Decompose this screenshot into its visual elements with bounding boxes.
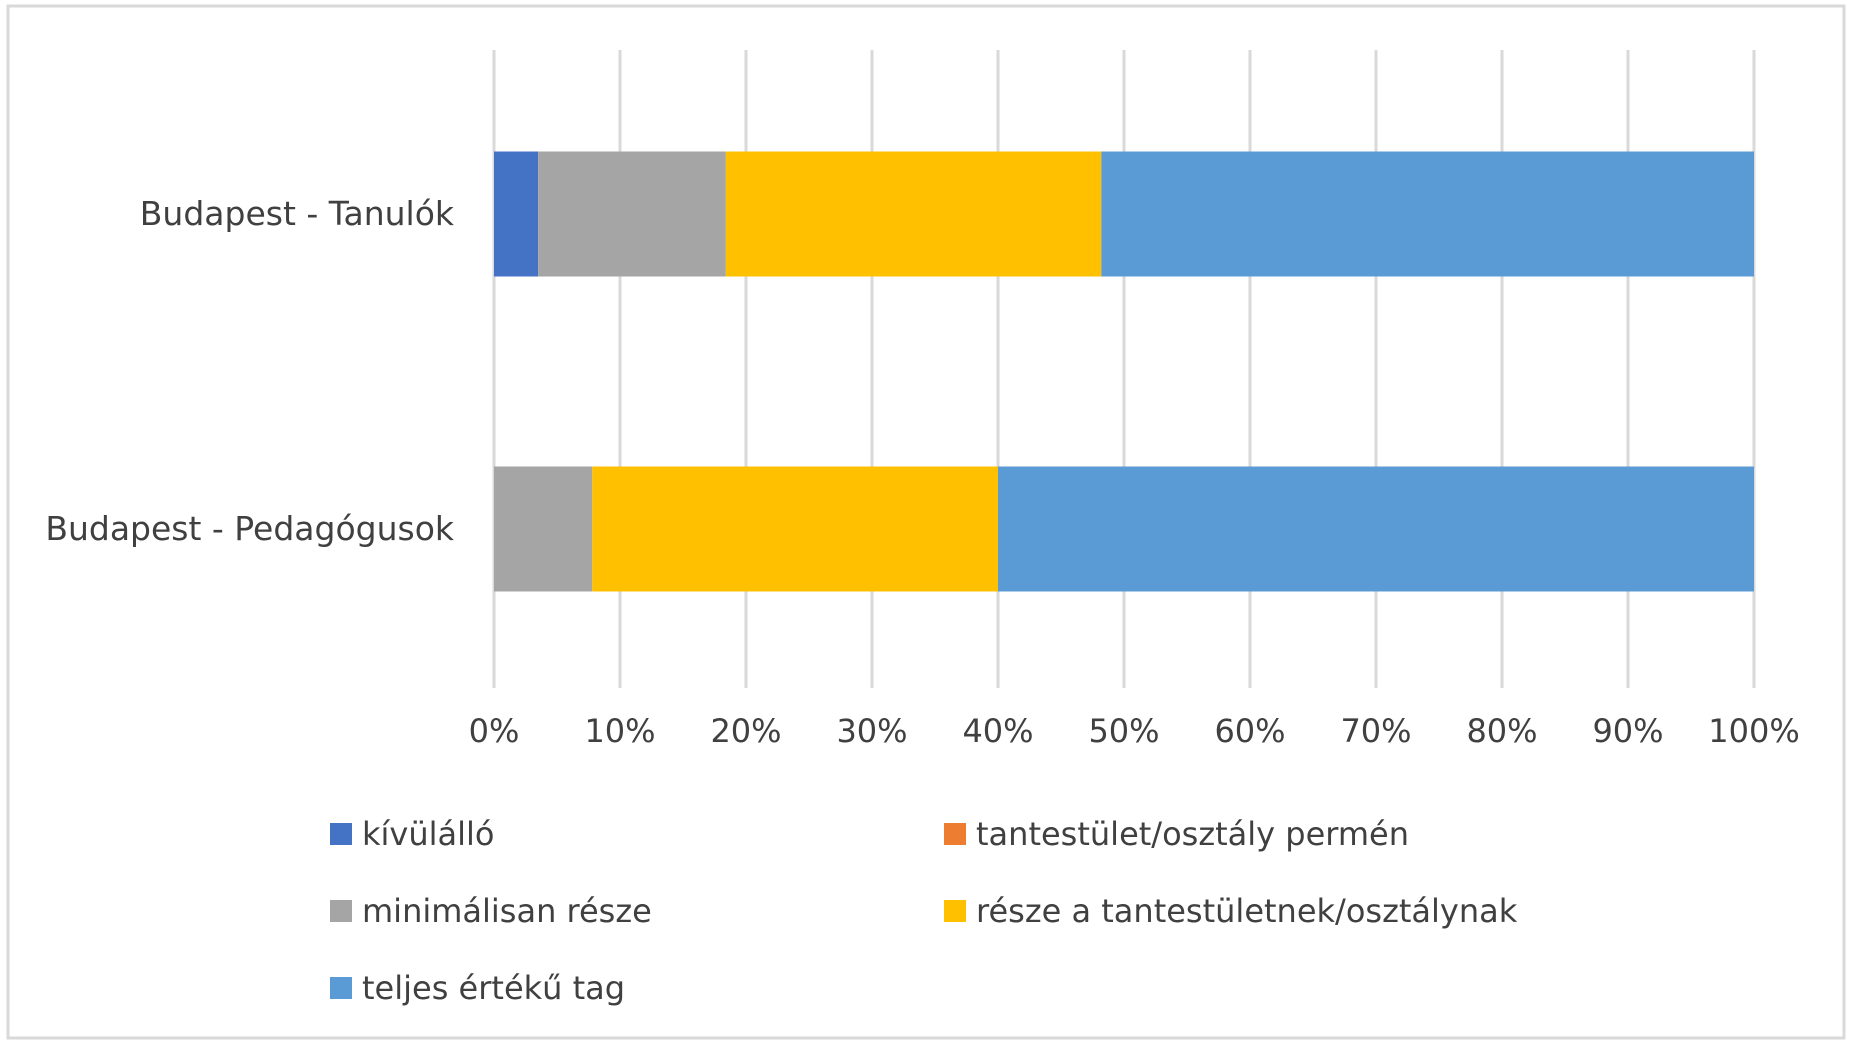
bar-segment-0-0 <box>494 151 539 277</box>
legend-swatch-0 <box>330 823 352 845</box>
bar-segment-0-2 <box>538 151 726 277</box>
bar-segment-0-3 <box>725 151 1102 277</box>
category-labels: Budapest - Tanulók Budapest - Pedagógusok <box>45 194 455 548</box>
x-tick-label-8: 80% <box>1466 712 1537 750</box>
legend-swatch-2 <box>330 900 352 922</box>
legend-label-1: tantestület/osztály permén <box>976 815 1409 853</box>
x-tick-label-9: 90% <box>1592 712 1663 750</box>
x-tick-label-10: 100% <box>1708 712 1799 750</box>
legend-swatch-1 <box>944 823 966 845</box>
legend-label-4: teljes értékű tag <box>362 969 625 1007</box>
bar-segment-1-3 <box>592 466 998 592</box>
x-tick-label-2: 20% <box>710 712 781 750</box>
bar-segment-0-4 <box>1101 151 1754 277</box>
legend-label-2: minimálisan része <box>362 892 652 930</box>
x-tick-label-1: 10% <box>584 712 655 750</box>
x-tick-label-4: 40% <box>962 712 1033 750</box>
legend-swatch-4 <box>330 977 352 999</box>
x-tick-label-3: 30% <box>836 712 907 750</box>
x-tick-label-5: 50% <box>1088 712 1159 750</box>
legend: kívülálló tantestület/osztály permén minim… <box>330 815 1518 1007</box>
category-label-0: Budapest - Tanulók <box>140 194 455 233</box>
x-tick-label-0: 0% <box>469 712 520 750</box>
bar-segment-1-4 <box>998 466 1754 592</box>
bars <box>494 151 1754 592</box>
legend-label-3: része a tantestületnek/osztálynak <box>976 892 1518 930</box>
x-axis-tick-labels: 0% 10% 20% 30% 40% 50% 60% 70% 80% 90% 100% <box>469 712 1800 750</box>
x-tick-label-7: 70% <box>1340 712 1411 750</box>
category-label-1: Budapest - Pedagógusok <box>45 509 455 548</box>
x-tick-label-6: 60% <box>1214 712 1285 750</box>
bar-segment-1-2 <box>494 466 593 592</box>
legend-swatch-3 <box>944 900 966 922</box>
legend-label-0: kívülálló <box>362 815 495 853</box>
